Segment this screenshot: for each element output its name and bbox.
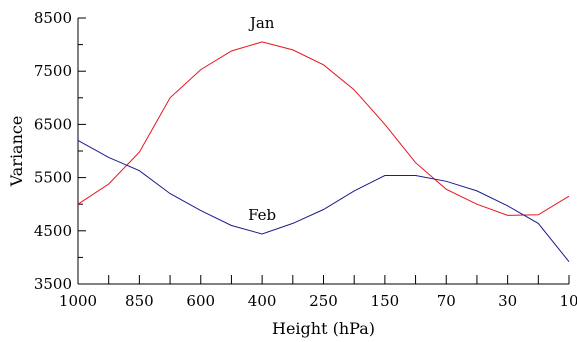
annotation-feb: Feb: [248, 206, 276, 224]
y-tick-label: 8500: [34, 9, 72, 27]
x-tick-label: 70: [437, 292, 456, 310]
x-axis-ticks: 1000 850 600 400 250 150 70 30 10: [59, 275, 577, 310]
x-tick-label: 600: [186, 292, 215, 310]
y-tick-label: 5500: [34, 169, 72, 187]
series-line-feb: [77, 139, 570, 263]
x-tick-label: 10: [559, 292, 577, 310]
y-tick-label: 7500: [34, 62, 72, 80]
x-axis-title: Height (hPa): [272, 319, 375, 338]
y-tick-label: 6500: [34, 115, 72, 133]
annotation-layer: Jan Feb: [248, 14, 276, 224]
x-tick-label: 1000: [59, 292, 97, 310]
y-axis-ticks: 3500 4500 5500 6500 7500 8500: [34, 9, 86, 293]
series-line-jan: [77, 41, 570, 216]
x-tick-label: 30: [498, 292, 517, 310]
y-tick-label: 4500: [34, 222, 72, 240]
x-tick-label: 850: [125, 292, 154, 310]
x-tick-label: 400: [248, 292, 277, 310]
x-tick-label: 150: [371, 292, 400, 310]
annotation-jan: Jan: [248, 14, 275, 32]
y-tick-label: 3500: [34, 275, 72, 293]
series-layer: [77, 41, 570, 263]
axes: [77, 18, 569, 285]
x-tick-label: 250: [309, 292, 338, 310]
y-axis-title: Variance: [7, 116, 26, 188]
